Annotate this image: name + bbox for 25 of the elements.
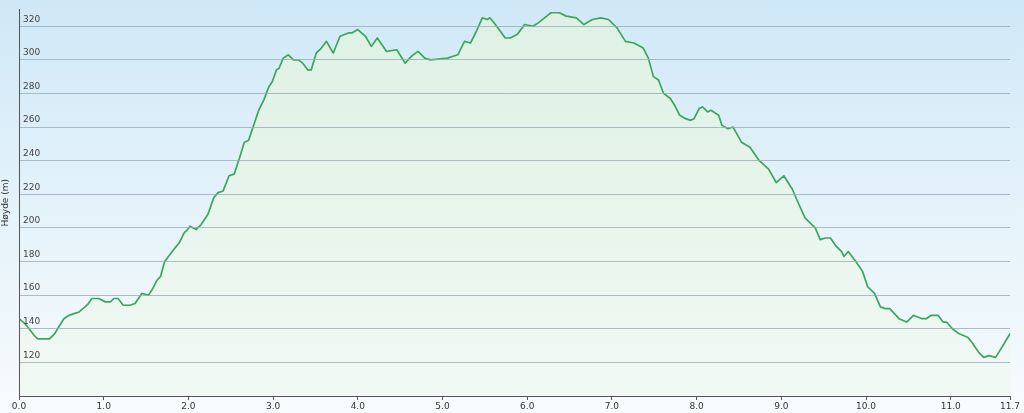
y-tick-label: 140 — [23, 316, 41, 327]
y-tick-label: 120 — [23, 349, 41, 360]
y-tick-label: 200 — [23, 215, 41, 226]
y-tick-label: 160 — [23, 282, 41, 293]
x-tick-label: 9.0 — [774, 400, 789, 411]
x-tick-label: 1.0 — [96, 400, 112, 411]
x-tick-label: 6.0 — [520, 400, 535, 411]
y-tick-label: 180 — [23, 248, 41, 259]
y-tick-label: 240 — [23, 148, 41, 159]
x-tick-label: 2.0 — [181, 400, 196, 411]
x-tick-label: 11.0 — [940, 400, 961, 411]
x-tick-label: 0.0 — [11, 400, 27, 411]
x-tick-label: 4.0 — [350, 400, 366, 411]
x-tick-label: 8.0 — [689, 400, 705, 411]
y-tick-label: 280 — [23, 80, 41, 91]
y-tick-label: 320 — [23, 13, 41, 24]
x-tick-label: 3.0 — [265, 400, 281, 411]
y-axis-title: Høyde (m) — [0, 178, 10, 227]
y-tick-label: 220 — [23, 181, 41, 192]
y-tick-label: 260 — [23, 114, 41, 125]
x-tick-label: 11.7 — [999, 400, 1021, 411]
x-tick-label: 7.0 — [604, 400, 620, 411]
x-tick-label: 5.0 — [435, 400, 450, 411]
y-tick-label: 300 — [23, 47, 41, 58]
x-tick-label: 10.0 — [855, 400, 877, 411]
